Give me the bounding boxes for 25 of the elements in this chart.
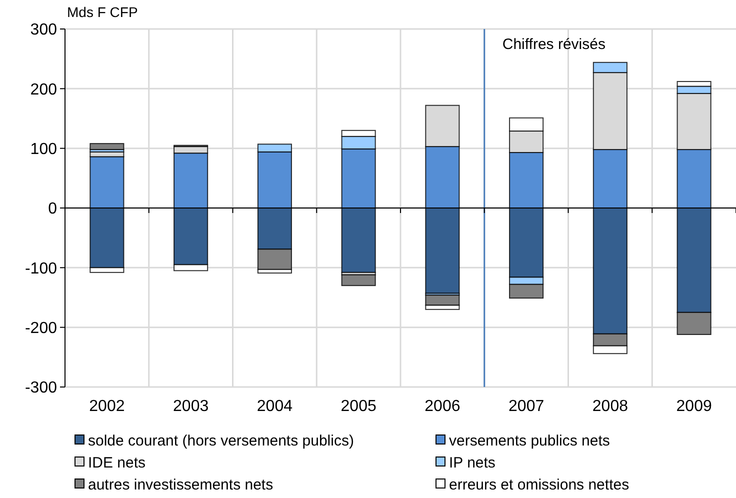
x-tick-label: 2008 [592,398,628,415]
x-tick-label: 2005 [340,398,376,415]
legend-label: versements publics nets [449,432,610,450]
y-axis-title: Mds F CFP [67,4,138,20]
y-tick-label: -200 [24,320,58,337]
y-tick-label: 300 [30,22,58,39]
ref-line-label: Chiffres révisés [502,36,606,53]
x-tick-label: 2003 [173,398,209,415]
y-tick-label: 100 [30,140,58,158]
x-tick-label: 2009 [676,398,712,415]
y-tick-label: 0 [48,200,58,218]
legend-label: solde courant (hors versements publics) [88,432,354,450]
x-tick-label: 2006 [424,398,460,415]
legend-label: autres investissements nets [88,476,274,494]
x-tick-label: 2004 [256,398,293,415]
x-tick-label: 2007 [508,398,544,415]
bar [90,143,124,150]
y-tick-label: -100 [24,260,58,278]
x-tick-label: 2002 [89,398,125,415]
bar [341,274,376,286]
legend-label: IDE nets [88,454,146,472]
legend-label: IP nets [449,454,496,472]
legend-label: erreurs et omissions nettes [449,476,630,494]
y-tick-label: -300 [24,380,58,397]
y-tick-label: 200 [30,81,58,98]
